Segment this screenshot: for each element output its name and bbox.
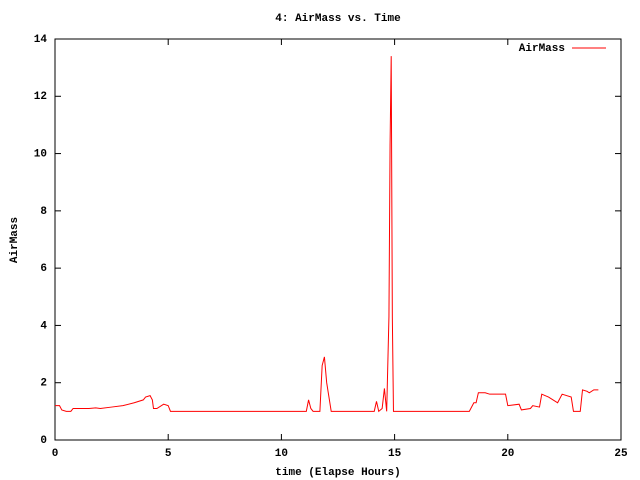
y-tick-label: 0 [40,435,47,447]
y-tick-label: 4 [40,320,47,332]
x-tick-label: 20 [501,448,514,460]
y-tick-label: 8 [40,206,47,218]
legend-label: AirMass [519,43,565,55]
data-line [55,56,599,413]
plot-frame [54,38,622,441]
x-tick-label: 0 [52,448,59,460]
y-tick-label: 14 [34,34,48,46]
x-tick-label: 10 [275,448,288,460]
x-axis-label: time (Elapse Hours) [275,467,400,479]
y-tick-label: 10 [34,148,47,160]
y-tick-label: 2 [40,378,47,390]
x-tick-label: 5 [165,448,172,460]
y-tick-label: 6 [40,263,47,275]
y-tick-label: 12 [34,91,47,103]
chart-title: 4: AirMass vs. Time [275,13,401,25]
y-axis-label: AirMass [9,217,21,263]
x-tick-label: 25 [614,448,628,460]
x-tick-label: 15 [388,448,402,460]
